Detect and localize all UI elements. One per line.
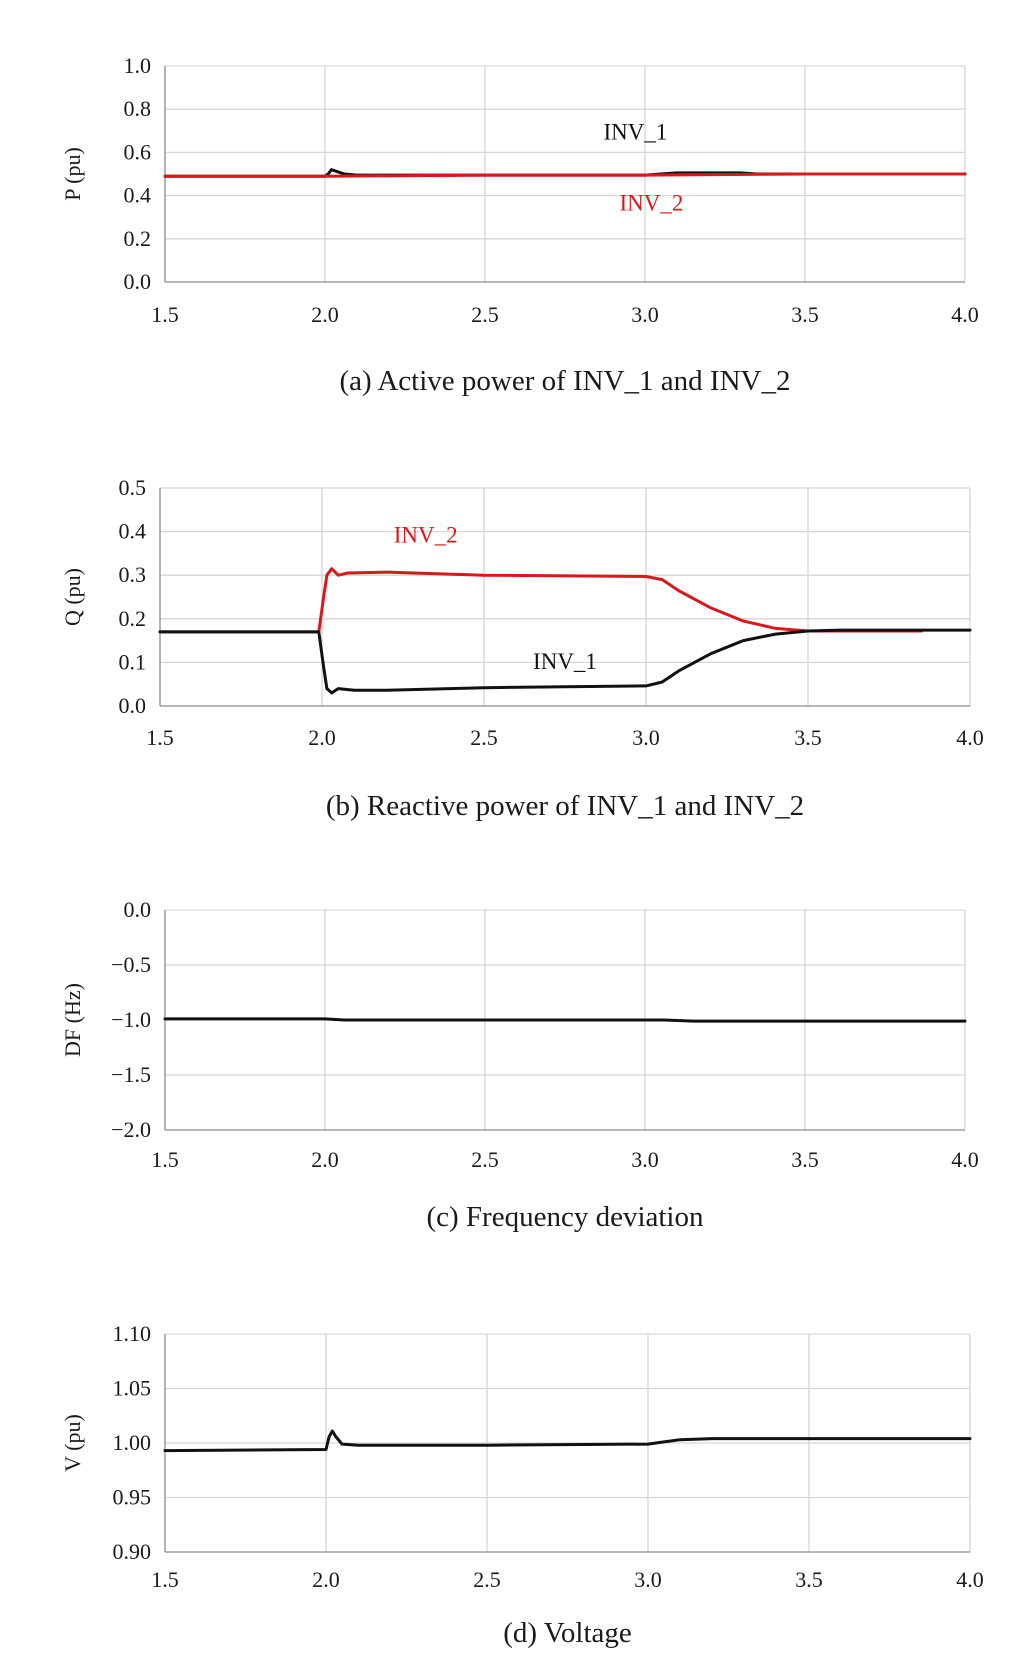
y-tick-label: 0.6 [124,139,152,164]
y-tick-label: 1.00 [113,1430,152,1455]
x-tick-label: 2.0 [311,302,339,327]
x-tick-label: 3.5 [794,725,822,750]
x-tick-label: 2.5 [470,725,498,750]
x-tick-label: 3.0 [634,1567,662,1592]
x-tick-label: 3.5 [791,1147,819,1172]
y-tick-label: 0.0 [124,269,152,294]
panel-caption: (d) Voltage [503,1617,632,1649]
y-tick-label: 1.0 [124,53,152,78]
x-tick-label: 1.5 [146,725,174,750]
panel-voltage: 0.90 0.95 1.00 1.05 1.10 1.5 2.0 2.5 3.0 3.5 4.0 V … [60,1321,984,1649]
x-tick-label: 1.5 [151,1567,179,1592]
series-line-inv-2 [163,172,967,178]
y-tick-label: 0.2 [119,606,147,631]
panel-caption: (c) Frequency deviation [426,1201,704,1233]
panel-caption: (b) Reactive power of INV_1 and INV_2 [326,790,804,822]
y-tick-label: 0.8 [124,96,152,121]
x-tick-label: 2.5 [471,1147,499,1172]
x-tick-label: 2.5 [473,1567,501,1592]
x-tick-label: 4.0 [951,1147,979,1172]
x-tick-label: 4.0 [956,1567,984,1592]
y-tick-label: 0.4 [124,183,152,208]
y-tick-label: 0.0 [124,897,152,922]
y-tick-label: 0.0 [119,693,147,718]
panel-caption: (a) Active power of INV_1 and INV_2 [340,365,791,397]
x-tick-label: 3.5 [795,1567,823,1592]
y-tick-label: 0.4 [119,519,147,544]
y-tick-label: 1.05 [113,1376,152,1401]
panel-reactive-power: 0.0 0.1 0.2 0.3 0.4 0.5 1.5 2.0 2.5 3.0 3.5 4.0 Q (p… [60,475,984,822]
series-line-inv-1 [158,628,972,695]
y-tick-label: 0.2 [124,226,152,251]
y-tick-label: 1.10 [113,1321,152,1346]
x-tick-label: 2.5 [471,302,499,327]
series-line-main [163,1017,967,1023]
y-tick-label: 0.95 [113,1485,152,1510]
x-tick-label: 2.0 [311,1147,339,1172]
y-tick-label: −2.0 [111,1117,151,1142]
y-axis-label: V (pu) [60,1414,85,1472]
x-tick-label: 1.5 [151,1147,179,1172]
x-tick-label: 4.0 [956,725,984,750]
x-tick-label: 1.5 [151,302,179,327]
x-tick-label: 3.0 [631,1147,659,1172]
y-tick-label: 0.1 [119,649,147,674]
y-tick-label: −0.5 [111,952,151,977]
series-annotation: INV_1 [603,119,667,144]
y-tick-label: 0.90 [113,1539,152,1564]
y-tick-label: 0.5 [119,475,147,500]
y-axis-label: DF (Hz) [60,983,85,1057]
x-tick-label: 2.0 [312,1567,340,1592]
panel-active-power: 0.0 0.2 0.4 0.6 0.8 1.0 1.5 2.0 2.5 3.0 3.5 4.0 P (p… [60,53,979,397]
y-axis-label: P (pu) [60,147,85,201]
x-tick-label: 2.0 [308,725,336,750]
x-tick-label: 3.0 [631,302,659,327]
series-line-main [163,1429,972,1453]
series-annotation: INV_1 [533,649,597,674]
x-tick-label: 3.5 [791,302,819,327]
y-tick-label: −1.5 [111,1062,151,1087]
x-tick-label: 3.0 [632,725,660,750]
series-line-inv-2 [158,567,923,634]
series-annotation: INV_2 [394,523,458,548]
y-tick-label: −1.0 [111,1007,151,1032]
y-axis-label: Q (pu) [60,568,85,626]
series-annotation: INV_2 [619,191,683,216]
x-tick-label: 4.0 [951,302,979,327]
panel-frequency-deviation: −2.0 −1.5 −1.0 −0.5 0.0 1.5 2.0 2.5 3.0 3.5 4.0 DF … [60,897,979,1233]
y-tick-label: 0.3 [119,562,147,587]
